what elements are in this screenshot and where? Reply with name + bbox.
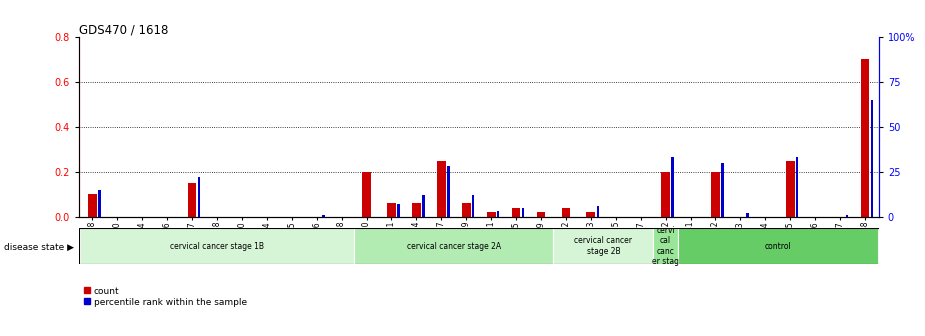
Bar [188,183,196,217]
Text: cervical cancer stage 2A: cervical cancer stage 2A [407,242,500,251]
Bar [536,212,546,217]
Bar [487,212,496,217]
Text: disease state ▶: disease state ▶ [4,243,74,251]
Bar [472,195,475,217]
Bar [422,195,425,217]
Bar [672,157,673,217]
Text: cervical cancer
stage 2B: cervical cancer stage 2B [574,237,633,256]
Bar [98,190,101,217]
Bar [462,203,471,217]
Bar [711,172,720,217]
Bar [722,163,723,217]
Text: cervi
cal
canc
er stag: cervi cal canc er stag [652,226,679,266]
Bar [397,204,400,217]
Bar [522,208,524,217]
Bar [412,203,421,217]
Bar [586,212,595,217]
Bar [796,157,798,217]
Bar [597,206,599,217]
Bar [387,203,396,217]
Bar [661,172,670,217]
Bar [354,228,553,264]
Text: control: control [764,242,791,251]
Bar [561,208,571,217]
Bar [80,228,354,264]
Bar [323,215,325,217]
Bar [553,228,653,264]
Bar [88,194,97,217]
Bar [198,177,201,217]
Bar [363,172,371,217]
Text: GDS470 / 1618: GDS470 / 1618 [79,24,168,37]
Legend: count, percentile rank within the sample: count, percentile rank within the sample [83,287,247,306]
Bar [79,228,879,264]
Bar [512,208,521,217]
Bar [678,228,878,264]
Bar [746,213,748,217]
Bar [437,161,446,217]
Bar [653,228,678,264]
Bar [845,215,848,217]
Bar [786,161,795,217]
Bar [497,211,500,217]
Text: cervical cancer stage 1B: cervical cancer stage 1B [170,242,264,251]
Bar [447,166,450,217]
Bar [870,100,873,217]
Bar [860,59,869,217]
